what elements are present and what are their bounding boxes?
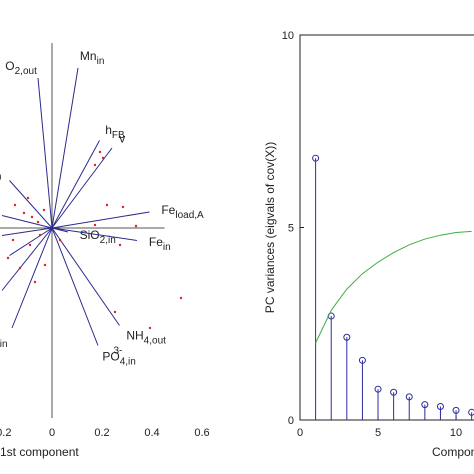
label-sub: load,A <box>175 210 204 221</box>
score-point <box>118 243 122 247</box>
vector-label: O2,out <box>5 59 37 77</box>
label-sub: in <box>163 242 171 253</box>
label-main: v <box>119 131 125 145</box>
score-point <box>22 211 26 215</box>
x-axis-label: Compone <box>432 445 474 459</box>
stem-marker <box>436 403 444 411</box>
score-point <box>113 310 117 314</box>
y-axis-label: PC variances (eigvals of cov(X)) <box>263 142 277 313</box>
label-sub: in <box>97 56 105 67</box>
loading-vector <box>9 180 53 229</box>
loading-vector <box>51 227 99 346</box>
score-point <box>134 224 138 228</box>
label-sub: in <box>0 172 1 183</box>
x-tick-label: 0.6 <box>194 427 209 439</box>
label-main: Fe <box>149 235 163 249</box>
vector-label: SiO2,in <box>80 228 116 246</box>
x-tick-label: 10 <box>450 427 462 439</box>
stem-marker <box>468 408 474 416</box>
score-point <box>6 256 10 260</box>
label-sub: 4,in <box>0 339 8 350</box>
stem-marker <box>312 154 320 162</box>
loading-vector <box>51 67 79 229</box>
score-point <box>121 205 125 209</box>
score-point <box>42 208 46 212</box>
label-sub: 2,in <box>100 235 116 246</box>
loading-vector <box>9 227 53 256</box>
score-point <box>93 163 97 167</box>
loading-vector <box>1 227 53 291</box>
x-tick-label: 0.2 <box>94 427 109 439</box>
score-point <box>30 215 34 219</box>
score-point <box>58 238 62 242</box>
score-point <box>13 203 17 207</box>
score-point <box>18 266 22 270</box>
label-sub: 2,out <box>15 66 37 77</box>
loading-vector <box>51 211 150 229</box>
y-tick-label: 0 <box>288 415 294 427</box>
vector-label: Feload,A <box>161 203 204 221</box>
cumulative-line <box>315 230 472 344</box>
vector-label: PO4,in3- <box>102 346 135 368</box>
score-point <box>11 238 15 242</box>
score-point <box>33 280 37 284</box>
plot-frame <box>299 34 474 421</box>
y-tick-label: 10 <box>282 30 294 42</box>
score-point <box>26 196 30 200</box>
label-main: O <box>5 59 14 73</box>
x-axis-label: 1st component <box>0 445 79 459</box>
stem-marker <box>358 356 366 364</box>
stem-marker <box>452 406 460 414</box>
loading-vector <box>51 147 113 229</box>
stem-marker <box>421 401 429 409</box>
vector-label: Mnin <box>80 49 104 67</box>
score-point <box>43 263 47 267</box>
label-main: Fe <box>161 203 175 217</box>
y-tick-label: 5 <box>288 223 294 235</box>
score-point <box>148 326 152 330</box>
x-tick-label: 0 <box>49 427 55 439</box>
vector-label: hFB <box>105 123 125 141</box>
score-point <box>38 233 42 237</box>
label-main: h <box>105 123 112 137</box>
stem-marker <box>390 388 398 396</box>
vector-label: v <box>119 131 125 145</box>
label-sub: 4,in <box>120 357 136 368</box>
score-point <box>101 156 105 160</box>
stem-marker <box>374 385 382 393</box>
x-tick-label: -0.2 <box>0 427 11 439</box>
loading-vector <box>51 227 138 241</box>
x-tick-label: 0 <box>297 427 303 439</box>
stem-marker <box>343 333 351 341</box>
score-point <box>105 203 109 207</box>
label-main: NH <box>126 328 143 342</box>
label-sub: FB <box>112 130 125 141</box>
loading-vector <box>37 77 53 229</box>
label-sub: 4,out <box>144 335 166 346</box>
score-point <box>28 243 32 247</box>
score-point <box>179 296 183 300</box>
loading-vector <box>11 227 53 329</box>
label-main: PO <box>102 350 119 364</box>
loading-vector <box>51 227 120 326</box>
vector-label: NH4,in <box>0 332 8 350</box>
label-main: SiO <box>80 228 100 242</box>
score-point <box>36 220 40 224</box>
vector-label: NH4,out <box>126 328 166 346</box>
loading-vector <box>51 140 100 229</box>
stem-marker <box>405 393 413 401</box>
score-point <box>98 150 102 154</box>
loading-vector <box>1 227 53 236</box>
label-sup: 3- <box>113 346 122 357</box>
x-tick-label: 5 <box>375 427 381 439</box>
score-point <box>93 223 97 227</box>
label-main: Mn <box>80 49 97 63</box>
loading-vector <box>1 215 53 229</box>
vector-label: Fein <box>149 235 171 253</box>
x-tick-label: 0.4 <box>144 427 159 439</box>
vector-label: Cin <box>0 165 1 183</box>
